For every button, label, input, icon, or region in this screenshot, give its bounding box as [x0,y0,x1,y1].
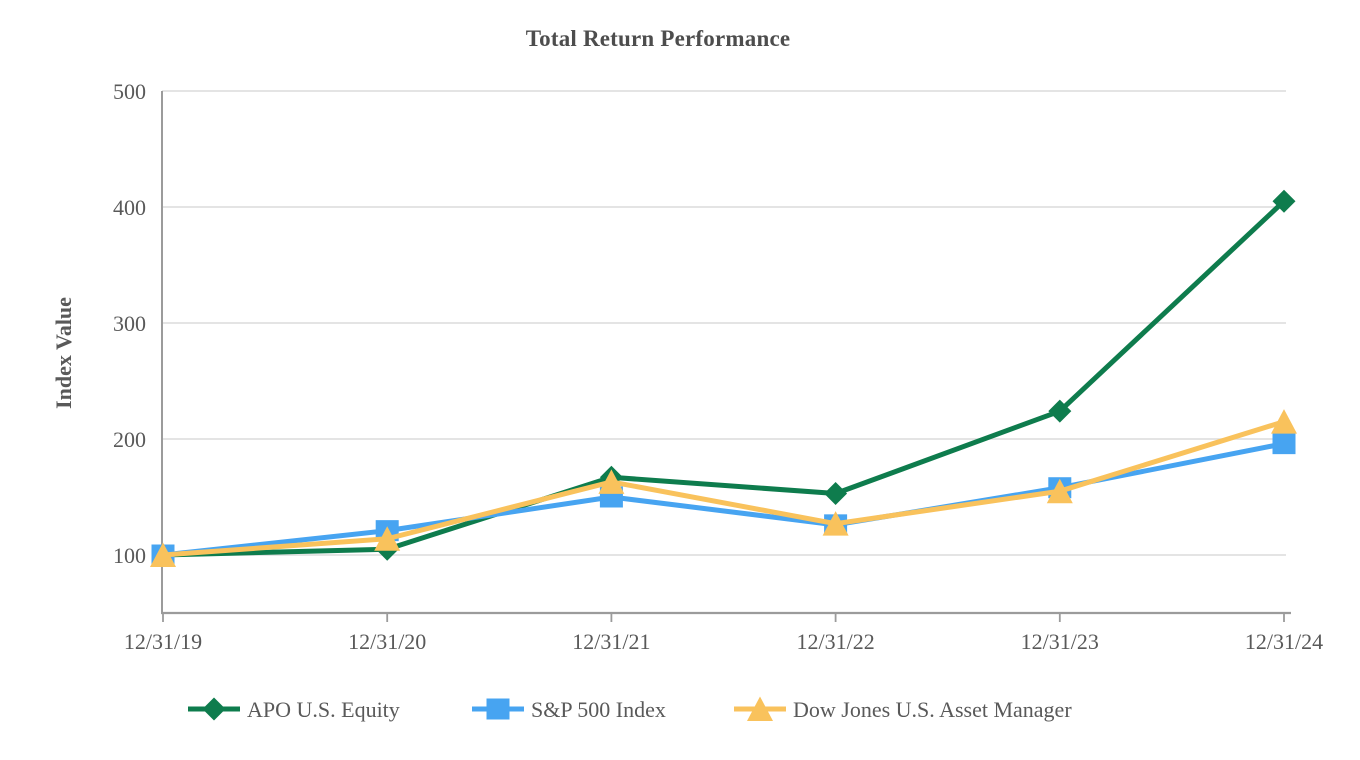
x-tick-label: 12/31/21 [572,629,650,654]
y-tick-label: 500 [113,79,146,104]
legend-label: Dow Jones U.S. Asset Manager [793,697,1072,722]
series-marker-dow-jones-u-s-asset-manager [822,511,849,536]
series-marker-dow-jones-u-s-asset-manager [598,469,625,494]
x-tick-label: 12/31/23 [1021,629,1099,654]
y-tick-label: 200 [113,427,146,452]
y-tick-label: 400 [113,195,146,220]
series-marker-apo-u-s-equity [1048,399,1072,423]
x-tick-label: 12/31/19 [124,629,202,654]
legend-marker-diamond [202,697,226,721]
series-line-apo-u-s-equity [160,198,1287,558]
x-tick-label: 12/31/22 [796,629,874,654]
legend-label: APO U.S. Equity [247,697,400,722]
legend-label: S&P 500 Index [531,697,666,722]
y-tick-label: 100 [113,543,146,568]
series-marker-apo-u-s-equity [824,482,848,506]
chart-title: Total Return Performance [525,26,791,51]
x-tick-label: 12/31/24 [1245,629,1323,654]
series-marker-dow-jones-u-s-asset-manager [150,542,176,567]
series-marker-s-p-500-index [1272,433,1296,455]
series-marker-dow-jones-u-s-asset-manager [374,526,401,551]
legend-item-s-p-500-index: S&P 500 Index [472,697,666,722]
legend-item-apo-u-s-equity: APO U.S. Equity [188,697,400,722]
legend-item-dow-jones-u-s-asset-manager: Dow Jones U.S. Asset Manager [734,696,1072,722]
x-tick-label: 12/31/20 [348,629,426,654]
series-line-s-p-500-index [160,441,1287,558]
series-line-dow-jones-u-s-asset-manager [160,419,1287,558]
y-tick-label: 300 [113,311,146,336]
legend-marker-square [486,698,510,720]
series-marker-apo-u-s-equity [1272,189,1296,213]
series-marker-dow-jones-u-s-asset-manager [1046,478,1073,504]
legend-marker-triangle [747,696,773,721]
series-marker-dow-jones-u-s-asset-manager [1271,409,1297,434]
